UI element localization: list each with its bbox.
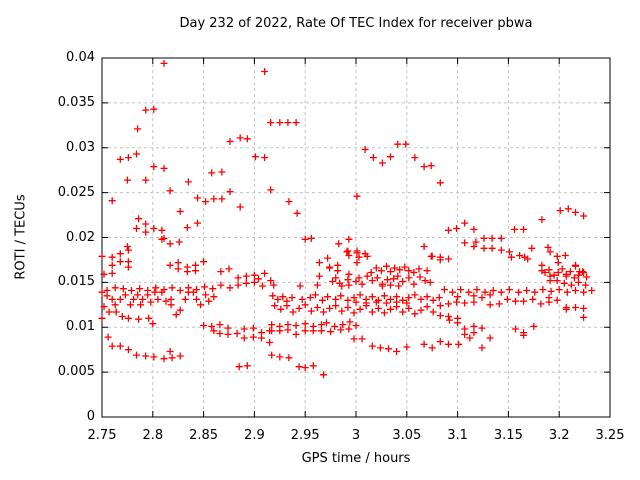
x-tick-label: 3 — [351, 428, 361, 443]
y-tick-label: 0.04 — [66, 50, 95, 65]
scatter-points — [98, 59, 596, 379]
x-tick-label: 3.15 — [493, 428, 523, 443]
x-tick-label: 2.75 — [87, 428, 117, 443]
x-tick-label: 3.05 — [392, 428, 422, 443]
y-tick-label: 0.02 — [66, 229, 95, 245]
x-tick-label: 3.25 — [595, 428, 625, 443]
x-tick-label: 2.85 — [189, 428, 219, 443]
x-tick-label: 2.8 — [142, 428, 164, 443]
y-tick-label: 0.03 — [66, 139, 95, 155]
y-tick-label: 0.015 — [57, 274, 95, 290]
x-tick-label: 2.95 — [290, 428, 320, 443]
y-tick-label: 0.005 — [57, 364, 95, 380]
x-axis-label: GPS time / hours — [301, 451, 411, 466]
y-tick-label: 0.035 — [57, 94, 95, 110]
y-tick-label: 0 — [86, 409, 95, 424]
gridlines — [102, 58, 610, 417]
axis-ticks — [101, 57, 611, 418]
x-tick-label: 2.9 — [244, 428, 265, 443]
chart-title: Day 232 of 2022, Rate Of TEC Index for r… — [179, 16, 533, 31]
x-tick-label: 3.2 — [548, 428, 570, 443]
x-tick-label: 3.1 — [447, 428, 468, 443]
y-tick-label: 0.025 — [57, 184, 95, 200]
y-tick-label: 0.01 — [66, 319, 95, 335]
